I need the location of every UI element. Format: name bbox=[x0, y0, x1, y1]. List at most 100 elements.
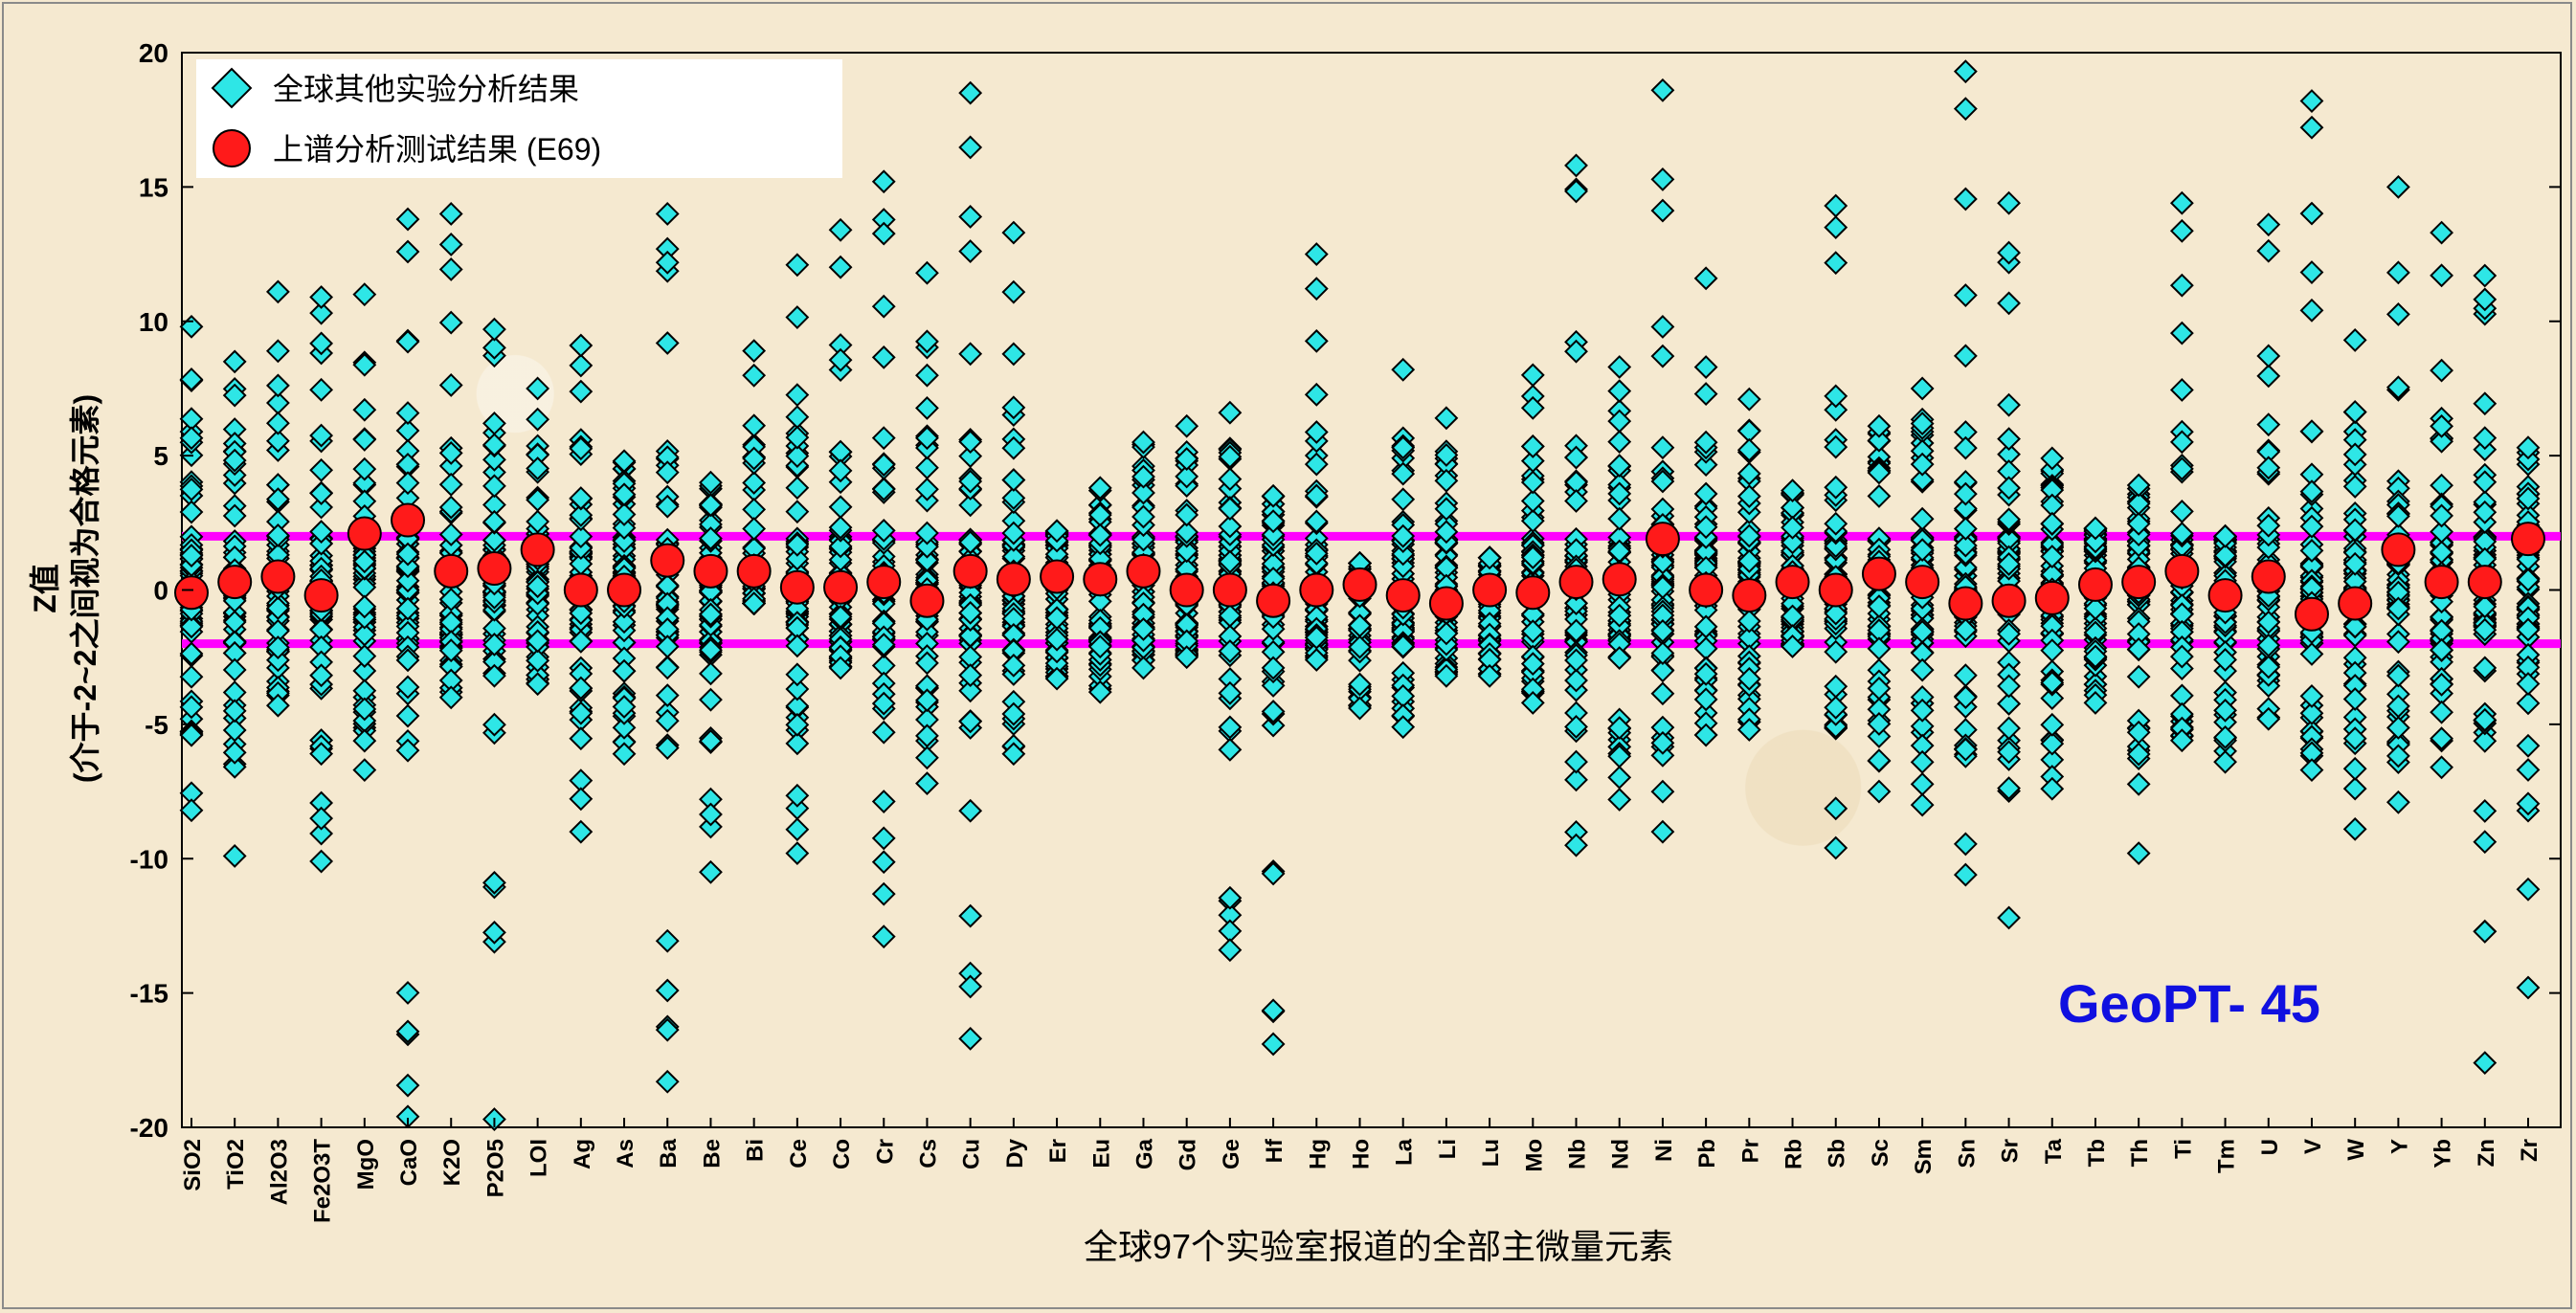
other-lab-point bbox=[352, 456, 377, 481]
other-lab-point bbox=[438, 373, 463, 397]
other-lab-point bbox=[828, 458, 853, 483]
other-lab-point bbox=[1650, 78, 1675, 102]
e69-point bbox=[477, 551, 512, 587]
other-lab-point bbox=[2473, 830, 2498, 855]
other-lab-point bbox=[179, 723, 204, 747]
e69-point bbox=[1861, 556, 1896, 591]
other-lab-point bbox=[785, 546, 810, 571]
other-lab-point bbox=[438, 523, 463, 546]
other-lab-point bbox=[2040, 776, 2065, 801]
other-lab-point bbox=[1391, 461, 1416, 486]
x-tick-label: Hg bbox=[1305, 1139, 1331, 1169]
other-lab-point bbox=[2040, 511, 2065, 536]
other-lab-point bbox=[2213, 698, 2237, 723]
other-lab-point bbox=[2126, 742, 2151, 767]
other-lab-point bbox=[785, 817, 810, 842]
other-lab-point bbox=[1261, 656, 1286, 680]
other-lab-point bbox=[699, 493, 723, 518]
other-lab-point bbox=[1997, 291, 2021, 316]
other-lab-point bbox=[1650, 167, 1675, 191]
other-lab-point bbox=[1650, 575, 1675, 600]
other-lab-point bbox=[1564, 339, 1588, 364]
other-lab-point bbox=[1607, 430, 1632, 455]
other-lab-point bbox=[395, 738, 420, 763]
other-lab-point bbox=[309, 531, 334, 556]
other-lab-point bbox=[395, 596, 420, 621]
other-lab-point bbox=[1650, 779, 1675, 804]
other-lab-point bbox=[1650, 743, 1675, 768]
other-lab-point bbox=[309, 377, 334, 402]
other-lab-point bbox=[1910, 452, 1935, 477]
other-lab-point bbox=[1520, 363, 1545, 388]
y-tick-label: -5 bbox=[145, 710, 168, 740]
other-lab-point bbox=[1261, 523, 1286, 546]
other-lab-point bbox=[958, 600, 983, 625]
other-lab-point bbox=[958, 430, 983, 455]
e69-point bbox=[347, 516, 382, 551]
e69-point bbox=[174, 575, 209, 611]
other-lab-point bbox=[699, 687, 723, 712]
other-lab-point bbox=[699, 602, 723, 627]
other-lab-point bbox=[482, 509, 506, 534]
other-lab-point bbox=[2386, 302, 2410, 326]
e69-point bbox=[1040, 559, 1075, 594]
other-lab-point bbox=[1867, 483, 1892, 508]
other-lab-point bbox=[309, 849, 334, 874]
x-tick-label: Sb bbox=[1825, 1139, 1850, 1168]
other-lab-point bbox=[1391, 435, 1416, 460]
other-lab-point bbox=[438, 233, 463, 256]
other-lab-point bbox=[1261, 700, 1286, 723]
other-lab-point bbox=[612, 449, 637, 474]
y-tick-label: -20 bbox=[130, 1113, 168, 1143]
other-lab-point bbox=[1997, 621, 2021, 646]
e69-point bbox=[1256, 583, 1291, 618]
other-lab-point bbox=[612, 715, 637, 740]
other-lab-point bbox=[1477, 663, 1502, 688]
other-lab-point bbox=[2040, 446, 2065, 471]
other-lab-point bbox=[699, 728, 723, 753]
other-lab-point bbox=[655, 1017, 680, 1042]
other-lab-point bbox=[352, 644, 377, 669]
other-lab-point bbox=[1001, 653, 1026, 678]
other-lab-point bbox=[1218, 885, 1243, 910]
other-lab-point bbox=[655, 250, 680, 275]
other-lab-point bbox=[1997, 190, 2021, 215]
other-lab-point bbox=[1953, 862, 1978, 887]
other-lab-point bbox=[2040, 712, 2065, 737]
other-lab-point bbox=[482, 585, 506, 610]
other-lab-point bbox=[569, 436, 594, 461]
other-lab-point bbox=[1520, 434, 1545, 458]
other-lab-point bbox=[915, 651, 939, 676]
other-lab-point bbox=[1304, 242, 1329, 266]
other-lab-point bbox=[309, 663, 334, 688]
other-lab-point bbox=[1001, 468, 1026, 492]
other-lab-point bbox=[526, 672, 550, 697]
other-lab-point bbox=[1867, 748, 1892, 773]
other-lab-point bbox=[1261, 673, 1286, 698]
other-lab-point bbox=[1693, 355, 1718, 380]
other-lab-point bbox=[526, 629, 550, 654]
other-lab-point bbox=[655, 634, 680, 659]
e69-point bbox=[1126, 553, 1161, 589]
other-lab-point bbox=[1087, 634, 1112, 659]
other-lab-point bbox=[309, 821, 334, 846]
other-lab-point bbox=[482, 474, 506, 499]
other-lab-point bbox=[1781, 530, 1804, 555]
other-lab-point bbox=[958, 135, 983, 160]
other-lab-point bbox=[871, 924, 896, 949]
other-lab-point bbox=[871, 850, 896, 875]
other-lab-point bbox=[438, 495, 463, 520]
x-tick-label: Pb bbox=[1694, 1139, 1720, 1168]
e69-point bbox=[779, 569, 815, 605]
other-lab-point bbox=[2169, 190, 2194, 215]
other-lab-point bbox=[2169, 321, 2194, 345]
other-lab-point bbox=[2473, 707, 2498, 732]
other-lab-point bbox=[655, 736, 680, 760]
other-lab-point bbox=[2430, 413, 2454, 438]
e69-point bbox=[1818, 572, 1853, 608]
x-tick-label: P2O5 bbox=[482, 1139, 508, 1197]
other-lab-point bbox=[828, 217, 853, 242]
other-lab-point bbox=[222, 699, 247, 723]
e69-point bbox=[1905, 565, 1940, 600]
other-lab-point bbox=[395, 401, 420, 425]
